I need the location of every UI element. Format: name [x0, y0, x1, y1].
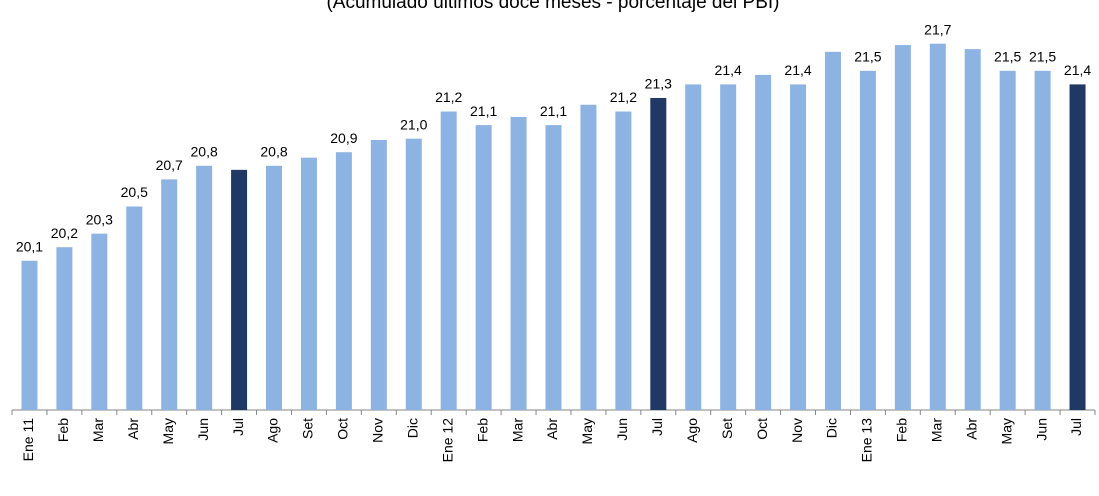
x-tick-label: Set [300, 418, 316, 439]
value-label: 20,9 [330, 130, 357, 146]
x-tick-label: Dic [404, 418, 420, 438]
x-tick-label: Jun [1033, 418, 1049, 441]
bar [21, 260, 38, 410]
x-tick-label: Feb [894, 418, 910, 442]
bar [370, 140, 387, 411]
bar [266, 165, 283, 410]
x-tick-label: Ene 11 [20, 418, 36, 462]
value-label: 20,2 [51, 225, 78, 241]
bar [440, 111, 457, 411]
bar [510, 116, 527, 411]
x-tick-label: Abr [544, 418, 560, 440]
x-tick-label: Mar [928, 418, 944, 442]
bar [126, 206, 143, 410]
x-tick-label: Jul [1068, 418, 1084, 436]
value-label: 20,8 [191, 144, 218, 160]
value-label: 20,8 [260, 144, 287, 160]
value-label: 21,1 [540, 103, 567, 119]
bar [300, 157, 317, 410]
bar [894, 45, 911, 410]
x-tick-label: Jun [195, 418, 211, 441]
value-label: 21,4 [784, 62, 811, 78]
value-label: 21,2 [435, 89, 462, 105]
x-tick-label: Nov [789, 418, 805, 443]
bar [790, 84, 807, 411]
chart-subtitle: (Acumulado últimos doce meses - porcenta… [326, 0, 779, 13]
bar [685, 84, 702, 411]
bar [824, 51, 841, 411]
x-tick-label: May [160, 418, 176, 444]
bar [720, 84, 737, 411]
x-tick-label: Ene 13 [859, 418, 875, 463]
bar [859, 70, 876, 410]
x-tick-label: Jun [614, 418, 630, 441]
x-tick-label: Ene 12 [439, 418, 455, 463]
x-tick-label: Ago [684, 418, 700, 443]
x-tick-label: Feb [55, 418, 71, 442]
bar [56, 247, 73, 410]
bar [929, 43, 946, 410]
value-label: 21,2 [610, 89, 637, 105]
value-label: 21,0 [400, 116, 427, 132]
bar [231, 169, 248, 410]
x-tick-label: Abr [963, 418, 979, 440]
bar [545, 125, 562, 410]
value-label: 21,7 [924, 21, 951, 37]
x-tick-label: Dic [824, 418, 840, 438]
bar [196, 165, 213, 410]
bar [964, 49, 981, 410]
value-label: 21,3 [645, 76, 672, 92]
bar [335, 152, 352, 410]
value-label: 21,4 [1064, 62, 1091, 78]
value-label: 21,5 [854, 49, 881, 65]
value-label: 21,5 [1029, 49, 1056, 65]
x-tick-label: Nov [370, 418, 386, 443]
bar [1034, 70, 1051, 410]
x-tick-label: May [998, 418, 1014, 444]
value-label: 20,1 [16, 238, 43, 254]
x-tick-label: Mar [90, 418, 106, 442]
x-tick-label: Feb [474, 418, 490, 442]
x-tick-label: Oct [335, 418, 351, 440]
value-label: 20,5 [121, 184, 148, 200]
value-label: 21,5 [994, 49, 1021, 65]
bar [161, 179, 178, 410]
x-tick-label: Mar [509, 418, 525, 442]
bar [1069, 84, 1086, 411]
x-tick-label: Abr [125, 418, 141, 440]
bar [615, 111, 632, 411]
bar [650, 97, 667, 410]
value-label: 21,1 [470, 103, 497, 119]
x-tick-label: Jul [649, 418, 665, 436]
x-tick-label: Set [719, 418, 735, 439]
bar [405, 138, 422, 410]
x-tick-label: Jul [230, 418, 246, 436]
x-tick-label: Ago [265, 418, 281, 443]
x-tick-label: May [579, 418, 595, 444]
bar [580, 104, 597, 410]
value-label: 20,7 [156, 157, 183, 173]
value-label: 21,4 [715, 62, 742, 78]
value-label: 20,3 [86, 211, 113, 227]
x-tick-label: Oct [754, 418, 770, 440]
bar [475, 125, 492, 410]
bar [755, 74, 772, 411]
bar [91, 233, 108, 410]
bar [999, 70, 1016, 410]
